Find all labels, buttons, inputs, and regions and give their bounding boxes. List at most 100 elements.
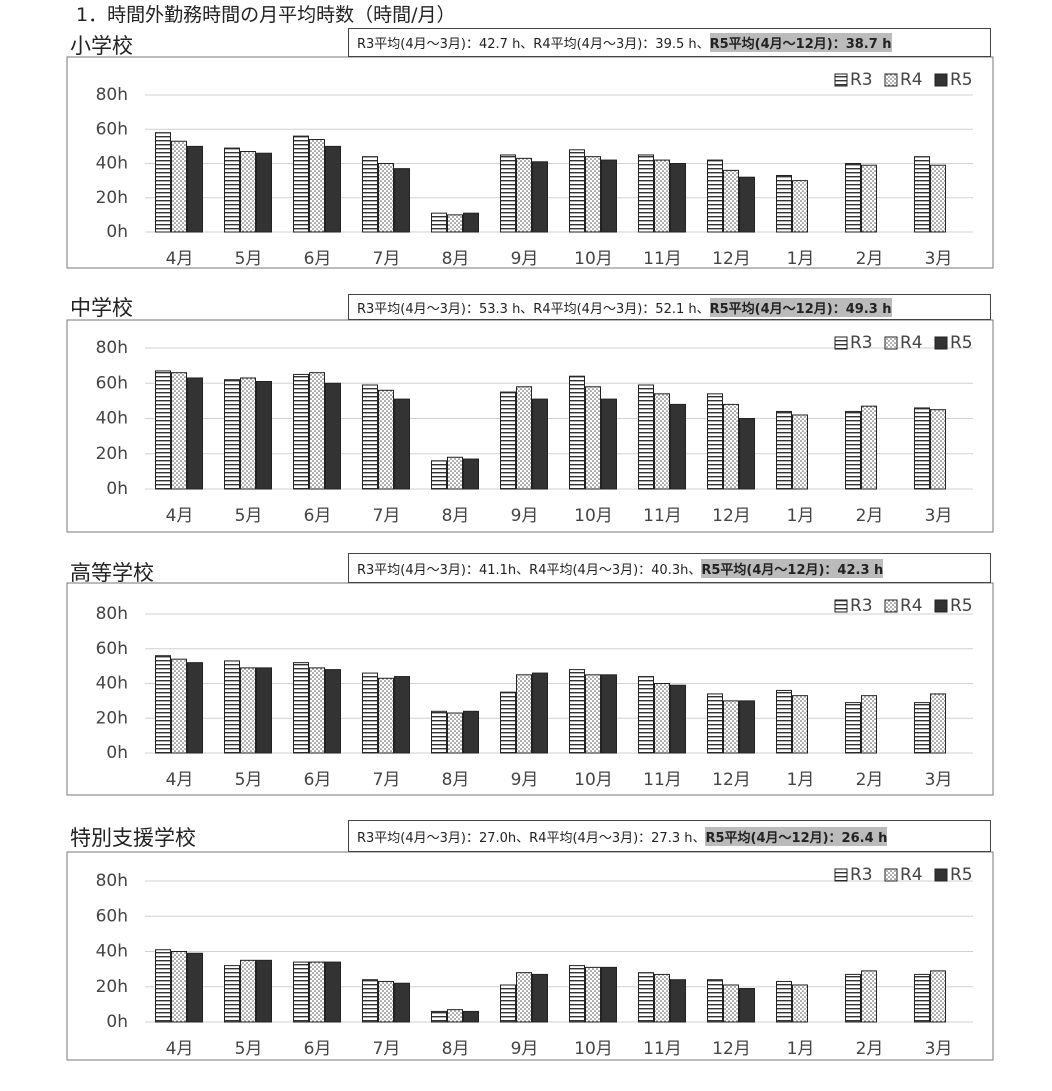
bar <box>569 669 585 754</box>
y-tick-label: 40h <box>96 154 128 174</box>
bar <box>670 979 686 1023</box>
bar <box>776 980 792 1023</box>
x-tick-label: 3月 <box>925 506 953 526</box>
x-tick-label: 3月 <box>925 249 953 269</box>
bar <box>187 662 203 754</box>
bar <box>378 389 394 490</box>
bar <box>516 674 532 754</box>
x-tick-label: 6月 <box>304 1039 332 1059</box>
y-tick-label: 80h <box>96 604 128 624</box>
x-tick-label: 8月 <box>442 249 470 269</box>
bar <box>155 949 171 1023</box>
bar <box>585 966 601 1023</box>
legend-swatch <box>884 336 898 350</box>
y-tick-label: 20h <box>96 444 128 464</box>
x-tick-label: 7月 <box>373 1039 401 1059</box>
bar <box>394 398 410 490</box>
bar <box>362 156 378 233</box>
bar <box>601 966 617 1023</box>
y-tick-label: 60h <box>96 639 128 659</box>
bar <box>532 973 548 1023</box>
bar <box>325 669 341 754</box>
note-text: R3平均(4月～3月)：53.3 h、R4平均(4月～3月)：52.1 h、 <box>357 301 710 317</box>
bar <box>240 377 256 490</box>
bar <box>431 460 447 490</box>
x-tick-label: 5月 <box>235 770 263 790</box>
bar <box>362 384 378 490</box>
bar <box>256 380 272 490</box>
x-tick-label: 2月 <box>856 1039 884 1059</box>
bar <box>585 386 601 490</box>
x-tick-label: 11月 <box>643 1039 682 1059</box>
bar <box>723 700 739 754</box>
bar <box>171 951 187 1023</box>
y-tick-label: 60h <box>96 373 128 393</box>
bar <box>638 154 654 233</box>
legend-label: R4 <box>900 70 923 90</box>
bar <box>431 212 447 233</box>
bar <box>914 702 930 754</box>
bar <box>845 163 861 233</box>
bar <box>378 677 394 754</box>
y-tick-label: 0h <box>106 479 128 499</box>
x-tick-label: 7月 <box>373 249 401 269</box>
bar <box>463 458 479 490</box>
bar <box>776 174 792 233</box>
y-tick-label: 20h <box>96 188 128 208</box>
bar <box>569 375 585 490</box>
note-highlight: R5平均(4月～12月)：49.3 h <box>709 297 892 317</box>
bar <box>362 979 378 1023</box>
bar <box>293 135 309 233</box>
y-tick-label: 60h <box>96 119 128 139</box>
bar <box>362 672 378 754</box>
bar <box>171 140 187 233</box>
bar <box>638 972 654 1023</box>
legend-swatch <box>934 599 948 613</box>
bar <box>293 961 309 1023</box>
bar <box>638 676 654 754</box>
x-tick-label: 9月 <box>511 1039 539 1059</box>
bar <box>240 667 256 754</box>
x-tick-label: 10月 <box>574 1039 613 1059</box>
x-tick-label: 5月 <box>235 1039 263 1059</box>
average-note: R3平均(4月～3月)：41.1h、R4平均(4月～3月)：40.3h、 R5平均… <box>348 553 991 583</box>
chart-title: 高等学校 <box>70 561 154 585</box>
bar <box>914 973 930 1023</box>
y-tick-label: 0h <box>106 1012 128 1032</box>
note-text: R3平均(4月～3月)：41.1h、R4平均(4月～3月)：40.3h、 <box>357 562 702 578</box>
bar <box>723 403 739 490</box>
y-tick-label: 0h <box>106 743 128 763</box>
x-tick-label: 6月 <box>304 249 332 269</box>
bar <box>723 169 739 233</box>
bar <box>739 988 755 1023</box>
bar <box>516 386 532 490</box>
bar <box>638 384 654 490</box>
chart-panel <box>66 851 994 1061</box>
bar <box>171 658 187 754</box>
x-tick-label: 4月 <box>166 770 194 790</box>
note-highlight: R5平均(4月～12月)：38.7 h <box>709 33 892 52</box>
bar <box>378 980 394 1023</box>
legend-label: R4 <box>900 865 923 885</box>
legend-label: R3 <box>850 596 873 616</box>
bar <box>532 161 548 233</box>
y-tick-label: 60h <box>96 906 128 926</box>
bar <box>256 959 272 1023</box>
bar <box>930 693 946 754</box>
bar <box>739 176 755 233</box>
bar <box>845 410 861 490</box>
bar <box>293 373 309 490</box>
bar <box>569 149 585 233</box>
bar <box>447 712 463 754</box>
legend-label: R4 <box>900 333 923 353</box>
x-tick-label: 2月 <box>856 770 884 790</box>
x-tick-label: 1月 <box>787 249 815 269</box>
y-tick-label: 20h <box>96 708 128 728</box>
x-tick-label: 12月 <box>712 249 751 269</box>
bar <box>707 393 723 490</box>
bar <box>500 691 516 754</box>
legend-swatch <box>834 868 848 882</box>
bar <box>431 710 447 754</box>
y-tick-label: 80h <box>96 338 128 358</box>
